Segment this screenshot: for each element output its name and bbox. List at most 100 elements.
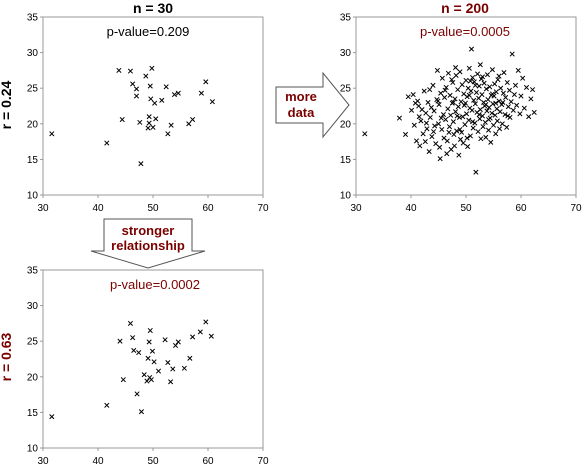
x-tick-label: 50 [147, 203, 159, 214]
data-point [190, 334, 196, 340]
y-tick-label: 15 [27, 155, 39, 166]
data-point [470, 74, 476, 81]
data-point [473, 169, 479, 175]
data-point [481, 80, 487, 86]
data-point [505, 113, 511, 119]
y-tick-label: 20 [27, 119, 39, 130]
data-point [487, 84, 493, 90]
data-point [438, 90, 444, 96]
data-point [528, 96, 534, 102]
data-point [444, 151, 450, 157]
data-point [443, 84, 449, 91]
data-point [426, 149, 432, 155]
data-point [149, 348, 156, 354]
data-point [529, 87, 536, 93]
data-point [492, 112, 498, 118]
data-point [485, 127, 492, 133]
data-point [493, 100, 499, 106]
data-point [104, 402, 110, 408]
data-point [467, 78, 473, 84]
data-point [498, 85, 504, 91]
data-point [150, 124, 156, 130]
data-point [477, 107, 483, 113]
data-point [130, 335, 136, 341]
data-point [454, 128, 460, 134]
data-point [511, 92, 517, 98]
chart-title: n = 200 [441, 0, 489, 16]
data-point [501, 69, 507, 76]
data-point [433, 141, 439, 147]
data-point [175, 90, 181, 96]
data-point [408, 107, 415, 113]
data-point [436, 102, 442, 108]
data-point [146, 114, 152, 120]
data-point [463, 111, 470, 117]
data-point [444, 138, 450, 144]
data-point [496, 126, 503, 132]
data-point [456, 152, 462, 158]
data-point [489, 91, 495, 97]
data-point [479, 113, 486, 119]
data-point [492, 81, 498, 87]
data-point [476, 111, 482, 118]
data-point [422, 139, 428, 145]
data-point [459, 129, 465, 135]
y-tick-label: 20 [340, 119, 352, 130]
data-point [186, 121, 192, 127]
x-tick-label: 40 [405, 203, 417, 214]
x-tick-label: 50 [147, 456, 159, 466]
data-point [468, 46, 475, 52]
data-point [429, 134, 435, 140]
data-point [493, 89, 499, 95]
data-point [521, 105, 527, 111]
data-point [104, 140, 110, 146]
data-point [453, 72, 459, 78]
data-point [494, 118, 500, 124]
data-point [523, 84, 530, 91]
data-point [175, 339, 181, 345]
data-point [440, 111, 447, 118]
data-point [127, 68, 134, 74]
data-point [504, 124, 510, 130]
data-point [413, 138, 420, 144]
y-tick-label: 35 [27, 266, 39, 277]
y-tick-label: 30 [340, 48, 352, 59]
data-point [147, 327, 153, 334]
chart-n30: n = 30 r = 0.24 p-value=0.209 30 40 50 60 70… [0, 0, 269, 214]
data-point [143, 73, 149, 79]
data-point [430, 129, 437, 135]
arrow-shape [90, 218, 206, 269]
arrow-label-line2: relationship [111, 238, 185, 253]
data-point [149, 65, 155, 71]
stronger-relationship-arrow: stronger relationship [90, 218, 206, 269]
data-point [457, 126, 463, 133]
data-point [500, 90, 506, 96]
data-point [411, 122, 417, 128]
arrow-label-line2: data [288, 105, 316, 120]
data-point [434, 67, 440, 73]
data-point [466, 117, 472, 123]
data-point [496, 73, 502, 79]
y-tick-label: 10 [340, 191, 352, 202]
data-point [480, 124, 486, 130]
data-point [130, 81, 136, 87]
data-point [499, 121, 505, 127]
y-tick-label: 30 [27, 48, 39, 59]
axis-ticks: 30 40 50 60 70 10 15 20 25 30 35 [27, 266, 269, 468]
data-point [457, 136, 464, 143]
y-tick-label: 25 [27, 84, 39, 95]
data-point [116, 67, 122, 73]
y-tick-label: 10 [27, 444, 39, 455]
data-point [148, 377, 154, 383]
data-point [478, 136, 484, 142]
data-point [138, 409, 145, 415]
data-point [165, 360, 171, 366]
data-point [477, 62, 483, 68]
data-point [446, 129, 452, 135]
more-data-arrow: more data [275, 71, 350, 139]
x-tick-label: 30 [37, 456, 49, 466]
data-point [503, 94, 509, 101]
y-tick-label: 15 [340, 155, 352, 166]
data-point [423, 120, 429, 126]
data-point [127, 320, 134, 326]
